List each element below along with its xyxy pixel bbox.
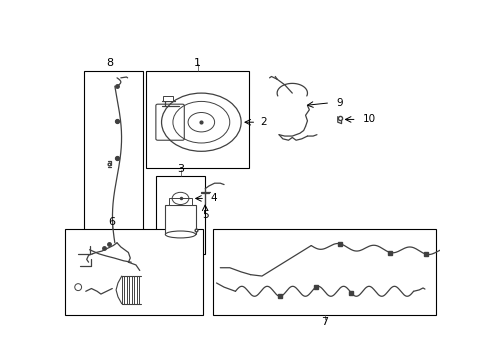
Text: 1: 1: [194, 58, 201, 68]
Ellipse shape: [165, 231, 195, 238]
Text: 7: 7: [320, 317, 327, 327]
Bar: [146, 71, 248, 168]
Text: 5: 5: [202, 210, 208, 220]
Text: 9: 9: [335, 98, 342, 108]
Bar: [169, 198, 191, 205]
Text: 4: 4: [210, 193, 217, 203]
Text: 2: 2: [260, 117, 266, 127]
Text: 3: 3: [177, 164, 183, 174]
Bar: [163, 96, 173, 102]
Ellipse shape: [75, 284, 81, 291]
Bar: [84, 71, 142, 298]
Bar: [65, 229, 203, 315]
Bar: [156, 176, 205, 254]
Text: 8: 8: [106, 58, 113, 68]
FancyBboxPatch shape: [156, 104, 184, 140]
Bar: [165, 205, 195, 234]
Bar: [212, 229, 435, 315]
Text: 10: 10: [362, 114, 375, 125]
Text: 6: 6: [108, 217, 116, 227]
